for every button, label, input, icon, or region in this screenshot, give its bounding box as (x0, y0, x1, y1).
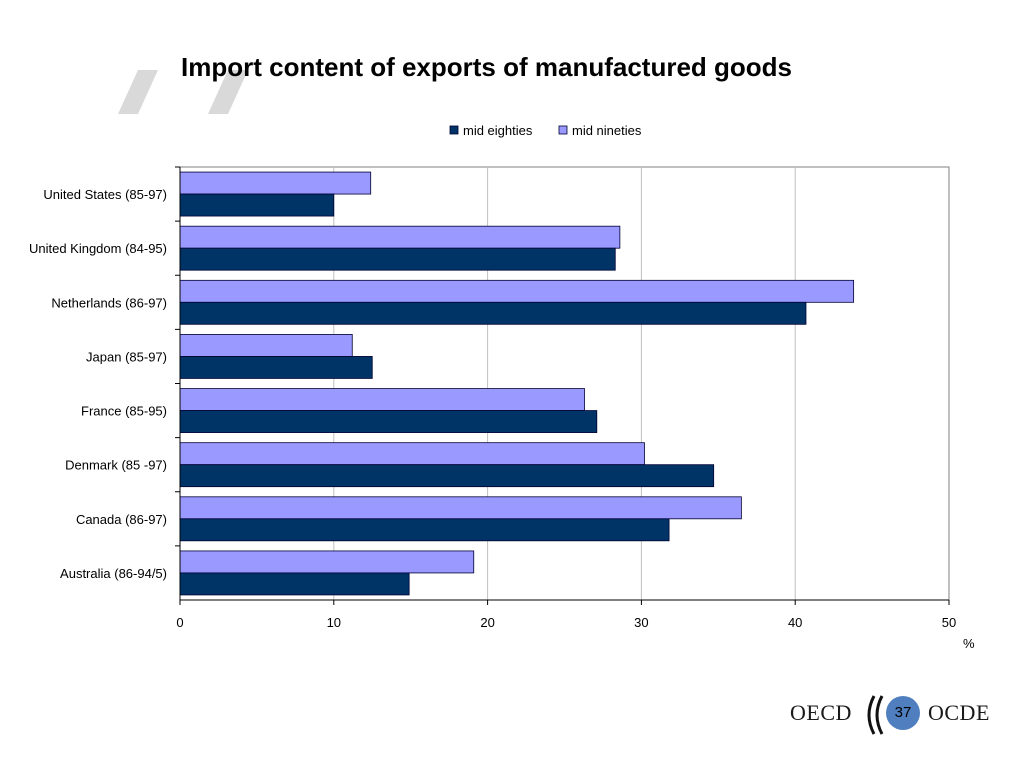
page-number-badge: 37 (886, 696, 920, 730)
y-category-label: Australia (86-94/5) (60, 566, 167, 581)
x-tick-label: 0 (176, 615, 183, 630)
y-category-label: France (85-95) (81, 404, 167, 419)
legend-swatch (558, 125, 568, 135)
bar-mid-eighties (179, 247, 616, 271)
logo-text-right: OCDE (928, 700, 990, 725)
chart-title: Import content of exports of manufacture… (181, 52, 793, 82)
logo-text-left: OECD (790, 700, 852, 725)
y-category-label: Netherlands (86-97) (51, 295, 167, 310)
bar-mid-nineties (179, 334, 353, 357)
bar-mid-nineties (179, 279, 855, 303)
bar-mid-eighties (179, 356, 373, 379)
bar-mid-nineties (179, 496, 742, 520)
legend-swatch (449, 125, 459, 135)
chevrons-icon (867, 695, 884, 735)
x-tick-label: 40 (788, 615, 802, 630)
y-category-label: Canada (86-97) (76, 512, 167, 527)
bar-mid-eighties (179, 572, 410, 596)
legend-label: mid eighties (463, 123, 533, 138)
bar-mid-eighties (179, 410, 598, 433)
bar-mid-nineties (179, 550, 475, 574)
y-category-label: Denmark (85 -97) (65, 458, 167, 473)
bar-mid-nineties (179, 442, 645, 466)
bar-mid-nineties (179, 225, 621, 249)
bar-mid-eighties (179, 193, 335, 217)
bar-mid-eighties (179, 518, 670, 542)
y-category-label: United States (85-97) (43, 187, 167, 202)
x-tick-label: 20 (480, 615, 494, 630)
x-tick-label: 10 (327, 615, 341, 630)
y-category-label: United Kingdom (84-95) (29, 241, 167, 256)
bar-mid-eighties (179, 301, 807, 325)
bar-mid-eighties (179, 464, 715, 488)
bar-chart: 0 10 20 30 40 50 United States (85-97) United K… (29, 123, 975, 651)
oecd-logo: OECD 37 OCDE (788, 694, 1008, 736)
quote-mark-icon (118, 70, 248, 114)
x-tick-label: 50 (942, 615, 956, 630)
x-tick-label: 30 (634, 615, 648, 630)
bar-mid-nineties (179, 171, 372, 195)
y-category-label: Japan (85-97) (86, 349, 167, 364)
bar-mid-nineties (179, 388, 585, 411)
x-axis-unit-label: % (963, 636, 975, 651)
legend-label: mid nineties (572, 123, 642, 138)
